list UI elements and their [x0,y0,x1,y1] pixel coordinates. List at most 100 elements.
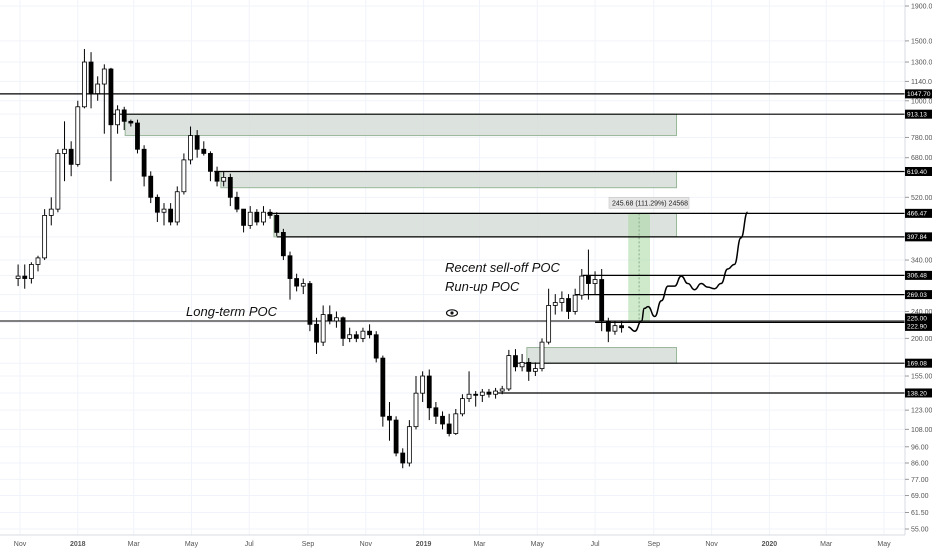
price-axis[interactable]: 1900.00 1500.00 1300.00 1140.00 1000.00 913.1… [904,0,932,535]
price-zone[interactable] [526,347,678,364]
price-tick-label: 1140.00 [911,79,932,86]
candle-body [101,68,107,85]
candle-body [188,135,193,161]
price-tick-label: 680.00 [911,155,932,162]
candle-body [327,314,333,322]
candle-body [88,61,94,94]
candle-body [499,388,505,392]
time-tick-label: May [531,541,545,548]
candle-body [513,355,518,368]
candle-body [267,211,273,216]
recent-selloff-poc-label: Recent sell-off POC [445,260,560,275]
level-tag [905,270,932,280]
candle-body [307,283,313,325]
candle-body [314,323,319,343]
measure-tag-bg [608,197,690,209]
level-tag-label: 619.40 [907,169,927,176]
level-tag-label: 225.00 [907,315,927,322]
time-tick-label: 2020 [762,541,778,548]
level-tag-label: 306.48 [907,273,927,280]
candle-body [453,413,459,434]
level-tag [905,388,932,398]
level-tag-label: 138.20 [907,390,927,397]
price-tick-label: 86.00 [911,461,929,468]
candle-body [227,177,233,198]
price-tick-label: 77.00 [911,477,929,484]
time-tick-label: Nov [360,541,373,548]
level-tag [905,313,932,323]
candle-body [15,275,21,279]
candle-body [287,255,293,279]
price-tick-label: 61.50 [911,510,929,517]
price-tick-label: 780.00 [911,135,932,142]
level-tag [905,166,932,176]
price-zone[interactable] [220,170,678,189]
candle-body [274,215,280,233]
long-term-poc-label: Long-term POC [186,304,278,319]
candle-body [592,279,598,284]
projection-drawing[interactable] [628,211,749,332]
time-axis[interactable]: Nov 2018 Mar May Jul Sep Nov 2019 Mar May Jul Sep No… [0,534,905,548]
candle-body [526,361,532,372]
candle-body [280,232,286,257]
candle-body [380,357,386,417]
candle-body [413,392,419,428]
candle-body [22,275,28,279]
time-tick-label: May [185,541,199,548]
candle-body [546,305,552,343]
level-tag [905,232,932,242]
candle-body [340,317,346,339]
price-tick-label: 55.00 [911,527,929,534]
candle-body [552,302,558,306]
price-zone[interactable] [124,113,678,137]
price-tick-label: 1900.00 [911,4,932,11]
candle-body [605,320,611,332]
run-up-poc-label: Run-up POC [445,279,520,294]
price-zones [124,113,678,364]
price-tick-label: 1500.00 [911,38,932,45]
candle-body [234,196,240,210]
candle-body [486,391,492,395]
time-tick-label: May [877,541,891,548]
time-tick-label: 2018 [70,541,86,548]
candle-body [168,208,174,223]
candle-body [55,153,61,210]
candle-body [75,106,81,165]
horizontal-levels [0,93,905,394]
candle-body [141,148,147,177]
price-tick-label: 1300.00 [911,60,932,67]
candle-body [420,375,426,394]
time-tick-label: Nov [705,541,718,548]
time-tick-label: Mar [128,541,141,548]
candle-body [612,325,618,332]
candle-body [115,109,120,126]
level-tag [905,89,932,99]
time-tick-label: Mar [820,541,833,548]
candle-body [479,391,485,396]
price-tick-label: 69.00 [911,493,929,500]
candle-body [294,278,300,287]
candle-body [201,148,207,154]
candle-body [367,330,372,336]
price-tick-label: 96.00 [911,444,929,451]
eye-icon[interactable] [445,309,459,317]
candle-body [135,122,140,150]
candle-body [214,170,220,182]
candle-body [247,211,253,226]
candle-body [35,257,41,265]
level-tag-label: 1047.70 [907,91,931,98]
candle-body [473,393,479,396]
time-tick-label: Jul [591,541,600,548]
level-tag [905,208,932,218]
price-tick-label: 240.00 [911,309,932,316]
candle-body [466,393,472,400]
price-zone[interactable] [273,212,678,238]
candle-body [519,361,525,368]
candle-body [128,120,134,124]
annotations: Long-term POC Run-up POC Recent sell-off… [186,260,560,319]
candle-body [95,83,101,94]
candle-body [320,314,326,343]
candle-body [334,317,339,322]
level-tag [905,358,932,368]
